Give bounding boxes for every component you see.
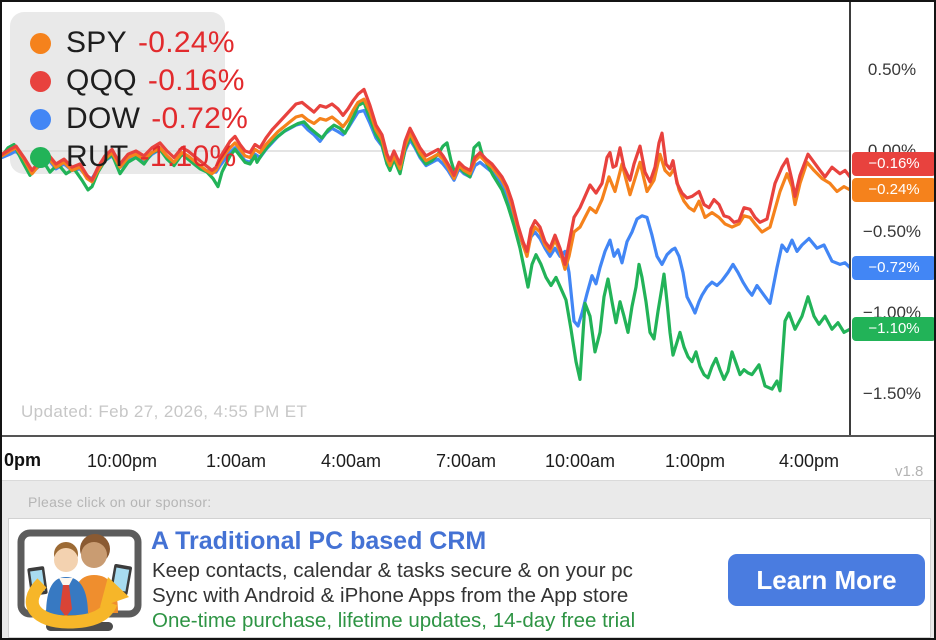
learn-more-button[interactable]: Learn More: [728, 554, 925, 606]
x-tick-100pm: 1:00pm: [664, 451, 726, 471]
spy-color-dot-icon: [30, 32, 51, 54]
series-line-rut: [2, 100, 850, 393]
price-badge-dow: −0.72%: [852, 255, 934, 280]
ad-description-line1: Keep contacts, calendar & tasks secure &…: [152, 559, 633, 582]
sponsor-ad[interactable]: A Traditional PC based CRM Keep contacts…: [8, 518, 931, 638]
x-tick-1000pm: 10:00pm: [86, 451, 158, 471]
crm-ad-illustration: [17, 529, 142, 631]
price-badge-rut: −1.10%: [852, 317, 934, 342]
y-tick-0.50: −0.50%: [862, 222, 922, 241]
legend-symbol: QQQ: [66, 64, 137, 97]
qqq-color-dot-icon: [30, 70, 51, 92]
legend-symbol: RUT: [66, 140, 129, 173]
x-axis-line: [2, 435, 934, 437]
legend-symbol: SPY: [66, 26, 127, 59]
y-tick-0.50: 0.50%: [867, 60, 917, 79]
legend-change-value: -1.10%: [139, 140, 237, 173]
price-badge-spy: −0.24%: [852, 177, 934, 202]
rut-color-dot-icon: [30, 146, 51, 168]
ad-offer-line: One-time purchase, lifetime updates, 14-…: [152, 609, 636, 632]
ad-title[interactable]: A Traditional PC based CRM: [151, 527, 487, 555]
legend-change-value: -0.24%: [137, 26, 235, 59]
last-updated-text: Updated: Feb 27, 2026, 4:55 PM ET: [21, 402, 308, 421]
legend-item-spy[interactable]: SPY -0.24%: [30, 24, 270, 62]
legend-change-value: -0.16%: [147, 64, 245, 97]
legend-change-value: -0.72%: [151, 102, 249, 135]
sponsor-prompt: Please click on our sponsor:: [28, 494, 212, 510]
chart-legend: SPY -0.24% QQQ -0.16% DOW -0.72% RUT -1.10%: [10, 12, 270, 176]
series-line-qqq: [2, 87, 850, 266]
x-tick-700am: 7:00am: [435, 451, 497, 471]
y-tick-1.50: −1.50%: [862, 384, 922, 403]
version-label: v1.8: [895, 463, 924, 480]
legend-item-rut[interactable]: RUT -1.10%: [30, 138, 270, 176]
legend-symbol: DOW: [66, 102, 141, 135]
x-tick-1000am: 10:00am: [544, 451, 616, 471]
series-line-spy: [2, 97, 850, 271]
legend-item-dow[interactable]: DOW -0.72%: [30, 100, 270, 138]
x-tick-400pm: 4:00pm: [778, 451, 840, 471]
x-tick-100am: 1:00am: [205, 451, 267, 471]
legend-item-qqq[interactable]: QQQ -0.16%: [30, 62, 270, 100]
price-badge-qqq: −0.16%: [852, 151, 934, 176]
y-axis-line: [849, 2, 851, 437]
x-tick-400am: 4:00am: [320, 451, 382, 471]
x-tick-0pm: 0pm: [4, 450, 42, 470]
dow-color-dot-icon: [30, 108, 51, 130]
ad-description-line2: Sync with Android & iPhone Apps from the…: [152, 584, 629, 607]
price-chart-canvas[interactable]: [2, 2, 850, 437]
sponsor-strip: Please click on our sponsor:: [2, 480, 934, 638]
